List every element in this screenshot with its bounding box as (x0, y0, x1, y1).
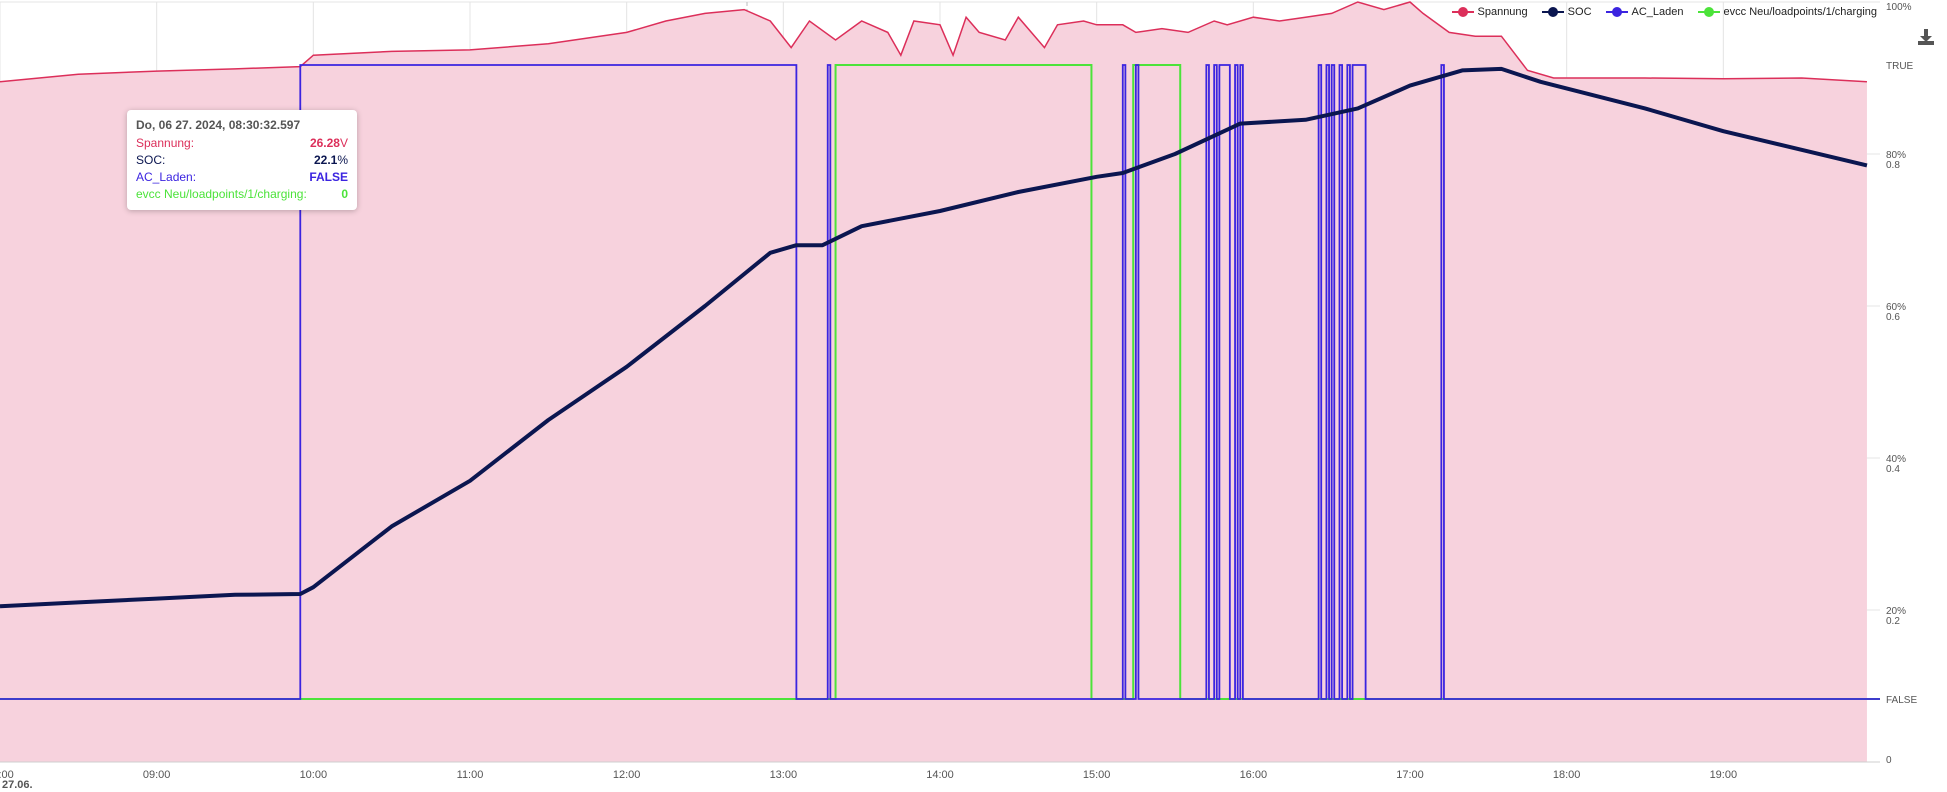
y-tick-label-spannung: 0.8 (1886, 160, 1900, 171)
y-tick-label-false: FALSE (1886, 695, 1917, 706)
x-date-label: 27.06. (2, 779, 33, 791)
tooltip: Do, 06 27. 2024, 08:30:32.597 Spannung: … (127, 110, 357, 210)
tooltip-label: evcc Neu/loadpoints/1/charging: (136, 187, 307, 201)
download-button[interactable] (1915, 26, 1937, 48)
x-tick-label: 15:00 (1083, 769, 1111, 781)
legend-marker-soc (1541, 7, 1564, 17)
tooltip-row-evcc-charging: evcc Neu/loadpoints/1/charging: 0 (136, 186, 348, 203)
legend-item-soc[interactable]: SOC (1541, 6, 1592, 18)
y-tick-label-true: TRUE (1886, 61, 1914, 72)
tooltip-label: AC_Laden: (136, 170, 197, 184)
tooltip-value: 0 (341, 187, 348, 201)
legend-item-spannung[interactable]: Spannung (1451, 6, 1528, 18)
tooltip-value: 22.1 (313, 153, 338, 167)
legend-label-evcc-charging: evcc Neu/loadpoints/1/charging (1723, 6, 1877, 18)
legend-marker-spannung (1451, 7, 1474, 17)
y-tick-label-soc: 40% (1886, 454, 1906, 465)
tooltip-value: FALSE (309, 170, 348, 184)
tooltip-label: Spannung: (136, 136, 195, 150)
x-tick-label: 12:00 (613, 769, 641, 781)
legend: Spannung SOC AC_Laden evcc Neu/loadpoint… (1451, 6, 1877, 18)
tooltip-label: SOC: (136, 153, 166, 167)
y-tick-label-spannung: 0.4 (1886, 464, 1900, 475)
legend-marker-evcc-charging (1697, 7, 1720, 17)
legend-item-ac-laden[interactable]: AC_Laden (1605, 6, 1684, 18)
y-tick-label-soc: 100% (1886, 2, 1912, 13)
tooltip-value: 26.28 (309, 136, 340, 150)
tooltip-row-ac-laden: AC_Laden: FALSE (136, 169, 348, 186)
ac-laden-line (0, 64, 1880, 700)
x-tick-label: 14:00 (926, 769, 954, 781)
legend-label-spannung: Spannung (1477, 6, 1528, 18)
legend-item-evcc-charging[interactable]: evcc Neu/loadpoints/1/charging (1697, 6, 1877, 18)
y-tick-label-soc: 80% (1886, 150, 1906, 161)
tooltip-title: Do, 06 27. 2024, 08:30:32.597 (136, 118, 301, 132)
spannung-line (0, 1, 1867, 83)
x-tick-label: 19:00 (1710, 769, 1738, 781)
tooltip-row-spannung: Spannung: 26.28V (136, 135, 348, 152)
spannung-area (0, 2, 1867, 762)
x-tick-label: 10:00 (300, 769, 328, 781)
x-tick-label: 11:00 (457, 769, 484, 781)
y-tick-label-zero: 0 (1886, 755, 1892, 766)
x-tick-label: 09:00 (143, 769, 171, 781)
tooltip-unit: % (337, 153, 348, 167)
x-tick-label: 18:00 (1553, 769, 1581, 781)
y-tick-label-soc: 20% (1886, 606, 1906, 617)
x-tick-label: 16:00 (1240, 769, 1268, 781)
y-tick-label-soc: 60% (1886, 302, 1906, 313)
download-icon (1918, 29, 1934, 45)
x-tick-label: 13:00 (770, 769, 798, 781)
tooltip-row-soc: SOC: 22.1% (136, 152, 348, 169)
x-tick-label: 17:00 (1396, 769, 1424, 781)
tooltip-unit: V (339, 136, 348, 150)
legend-label-ac-laden: AC_Laden (1631, 6, 1684, 18)
legend-marker-ac-laden (1605, 7, 1628, 17)
legend-label-soc: SOC (1567, 6, 1592, 18)
y-tick-label-spannung: 0.2 (1886, 616, 1900, 627)
soc-line (0, 66, 1868, 609)
y-tick-label-spannung: 0.6 (1886, 312, 1900, 323)
x-tick-label: 08:00 (0, 769, 14, 781)
series-layer (0, 1, 1880, 762)
